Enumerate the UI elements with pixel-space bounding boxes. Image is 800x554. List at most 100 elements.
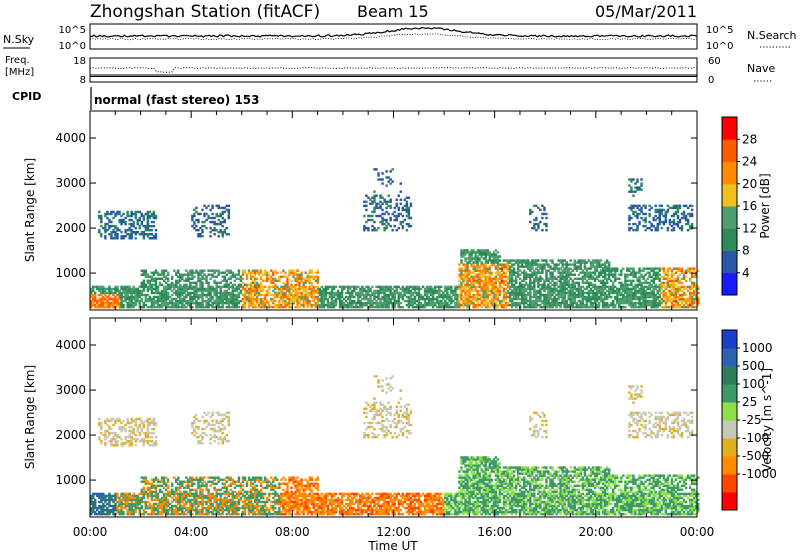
power-cell xyxy=(231,305,235,309)
power-cell xyxy=(183,287,186,291)
power-cell xyxy=(249,273,253,276)
power-cell xyxy=(529,279,532,283)
power-cell xyxy=(589,303,593,307)
power-cell xyxy=(545,285,548,289)
power-cell xyxy=(409,289,413,293)
velocity-cell xyxy=(126,502,129,506)
power-cell xyxy=(533,299,536,303)
power-cell xyxy=(682,214,686,218)
power-cell xyxy=(658,285,661,289)
power-cell xyxy=(209,220,212,224)
power-cell xyxy=(545,222,548,226)
power-cell xyxy=(187,287,190,291)
power-cell xyxy=(270,299,273,303)
power-cell xyxy=(686,285,690,289)
power-cell xyxy=(387,293,390,297)
power-cell xyxy=(251,271,255,274)
power-cell xyxy=(207,285,210,289)
power-cell xyxy=(670,285,674,289)
power-cell xyxy=(152,299,156,303)
power-cell xyxy=(156,273,160,276)
power-cell xyxy=(100,291,103,295)
power-cell xyxy=(397,206,400,210)
power-cell xyxy=(199,269,202,272)
power-cell xyxy=(185,283,188,287)
velocity-cell xyxy=(114,437,117,441)
power-cell xyxy=(450,297,453,301)
power-cell xyxy=(183,285,186,289)
power-cell xyxy=(648,295,651,299)
power-cell xyxy=(100,214,103,218)
power-cell xyxy=(567,275,570,278)
power-cell xyxy=(235,285,239,289)
power-cell xyxy=(678,281,682,285)
power-cell xyxy=(466,273,469,276)
velocity-cell xyxy=(114,508,117,512)
power-cell xyxy=(379,178,382,181)
power-cell xyxy=(136,210,139,214)
power-cell xyxy=(377,285,380,289)
power-cell xyxy=(257,291,261,295)
velocity-cell xyxy=(98,423,101,427)
power-cell xyxy=(391,293,394,297)
power-cell xyxy=(219,230,222,234)
power-cell xyxy=(595,259,599,262)
power-cell xyxy=(672,293,676,297)
power-cell xyxy=(654,204,657,208)
power-cell xyxy=(94,295,97,299)
power-cell xyxy=(579,299,583,303)
power-cell xyxy=(518,261,522,264)
power-cell xyxy=(231,301,235,305)
power-cell xyxy=(630,267,633,270)
power-cell xyxy=(612,303,615,307)
power-cell xyxy=(444,293,447,297)
power-cell xyxy=(660,226,664,230)
power-cell xyxy=(150,301,154,305)
power-cell xyxy=(458,267,461,270)
power-cell xyxy=(620,299,623,303)
power-cell xyxy=(504,287,508,291)
power-cell xyxy=(296,277,299,281)
power-cell xyxy=(401,214,405,218)
power-cell xyxy=(296,289,299,293)
power-cell xyxy=(478,277,481,281)
power-cell xyxy=(239,277,243,281)
power-cell xyxy=(520,297,524,301)
power-cell xyxy=(286,297,289,301)
power-cell xyxy=(656,297,659,301)
power-cell xyxy=(559,271,562,274)
power-cell xyxy=(535,289,538,293)
power-cell xyxy=(203,214,206,218)
power-cell xyxy=(527,293,530,297)
power-cell xyxy=(533,271,536,274)
power-cell xyxy=(642,291,645,295)
power-cell xyxy=(642,277,645,281)
power-cell xyxy=(274,299,277,303)
power-cell xyxy=(585,301,589,305)
power-cell xyxy=(116,299,119,303)
power-cell xyxy=(488,251,492,254)
velocity-cell xyxy=(98,435,101,439)
power-cell xyxy=(344,303,348,307)
power-cell xyxy=(565,271,568,274)
power-cell xyxy=(102,301,105,305)
power-cell xyxy=(573,263,576,266)
velocity-cell xyxy=(108,427,111,431)
power-cell xyxy=(312,303,315,307)
power-cell xyxy=(195,271,198,274)
power-cell xyxy=(476,285,479,289)
power-cell xyxy=(632,206,635,210)
power-cell xyxy=(466,263,469,266)
power-cell xyxy=(575,287,579,291)
velocity-cell xyxy=(118,502,121,506)
power-cell xyxy=(312,293,315,297)
power-cell xyxy=(506,283,510,287)
power-cell xyxy=(662,214,666,218)
power-cell xyxy=(522,261,526,264)
power-cell xyxy=(464,277,467,281)
power-cell xyxy=(506,265,510,268)
power-cell xyxy=(215,299,218,303)
power-cell xyxy=(219,222,222,226)
power-cell xyxy=(284,271,287,274)
power-cell xyxy=(484,255,487,258)
